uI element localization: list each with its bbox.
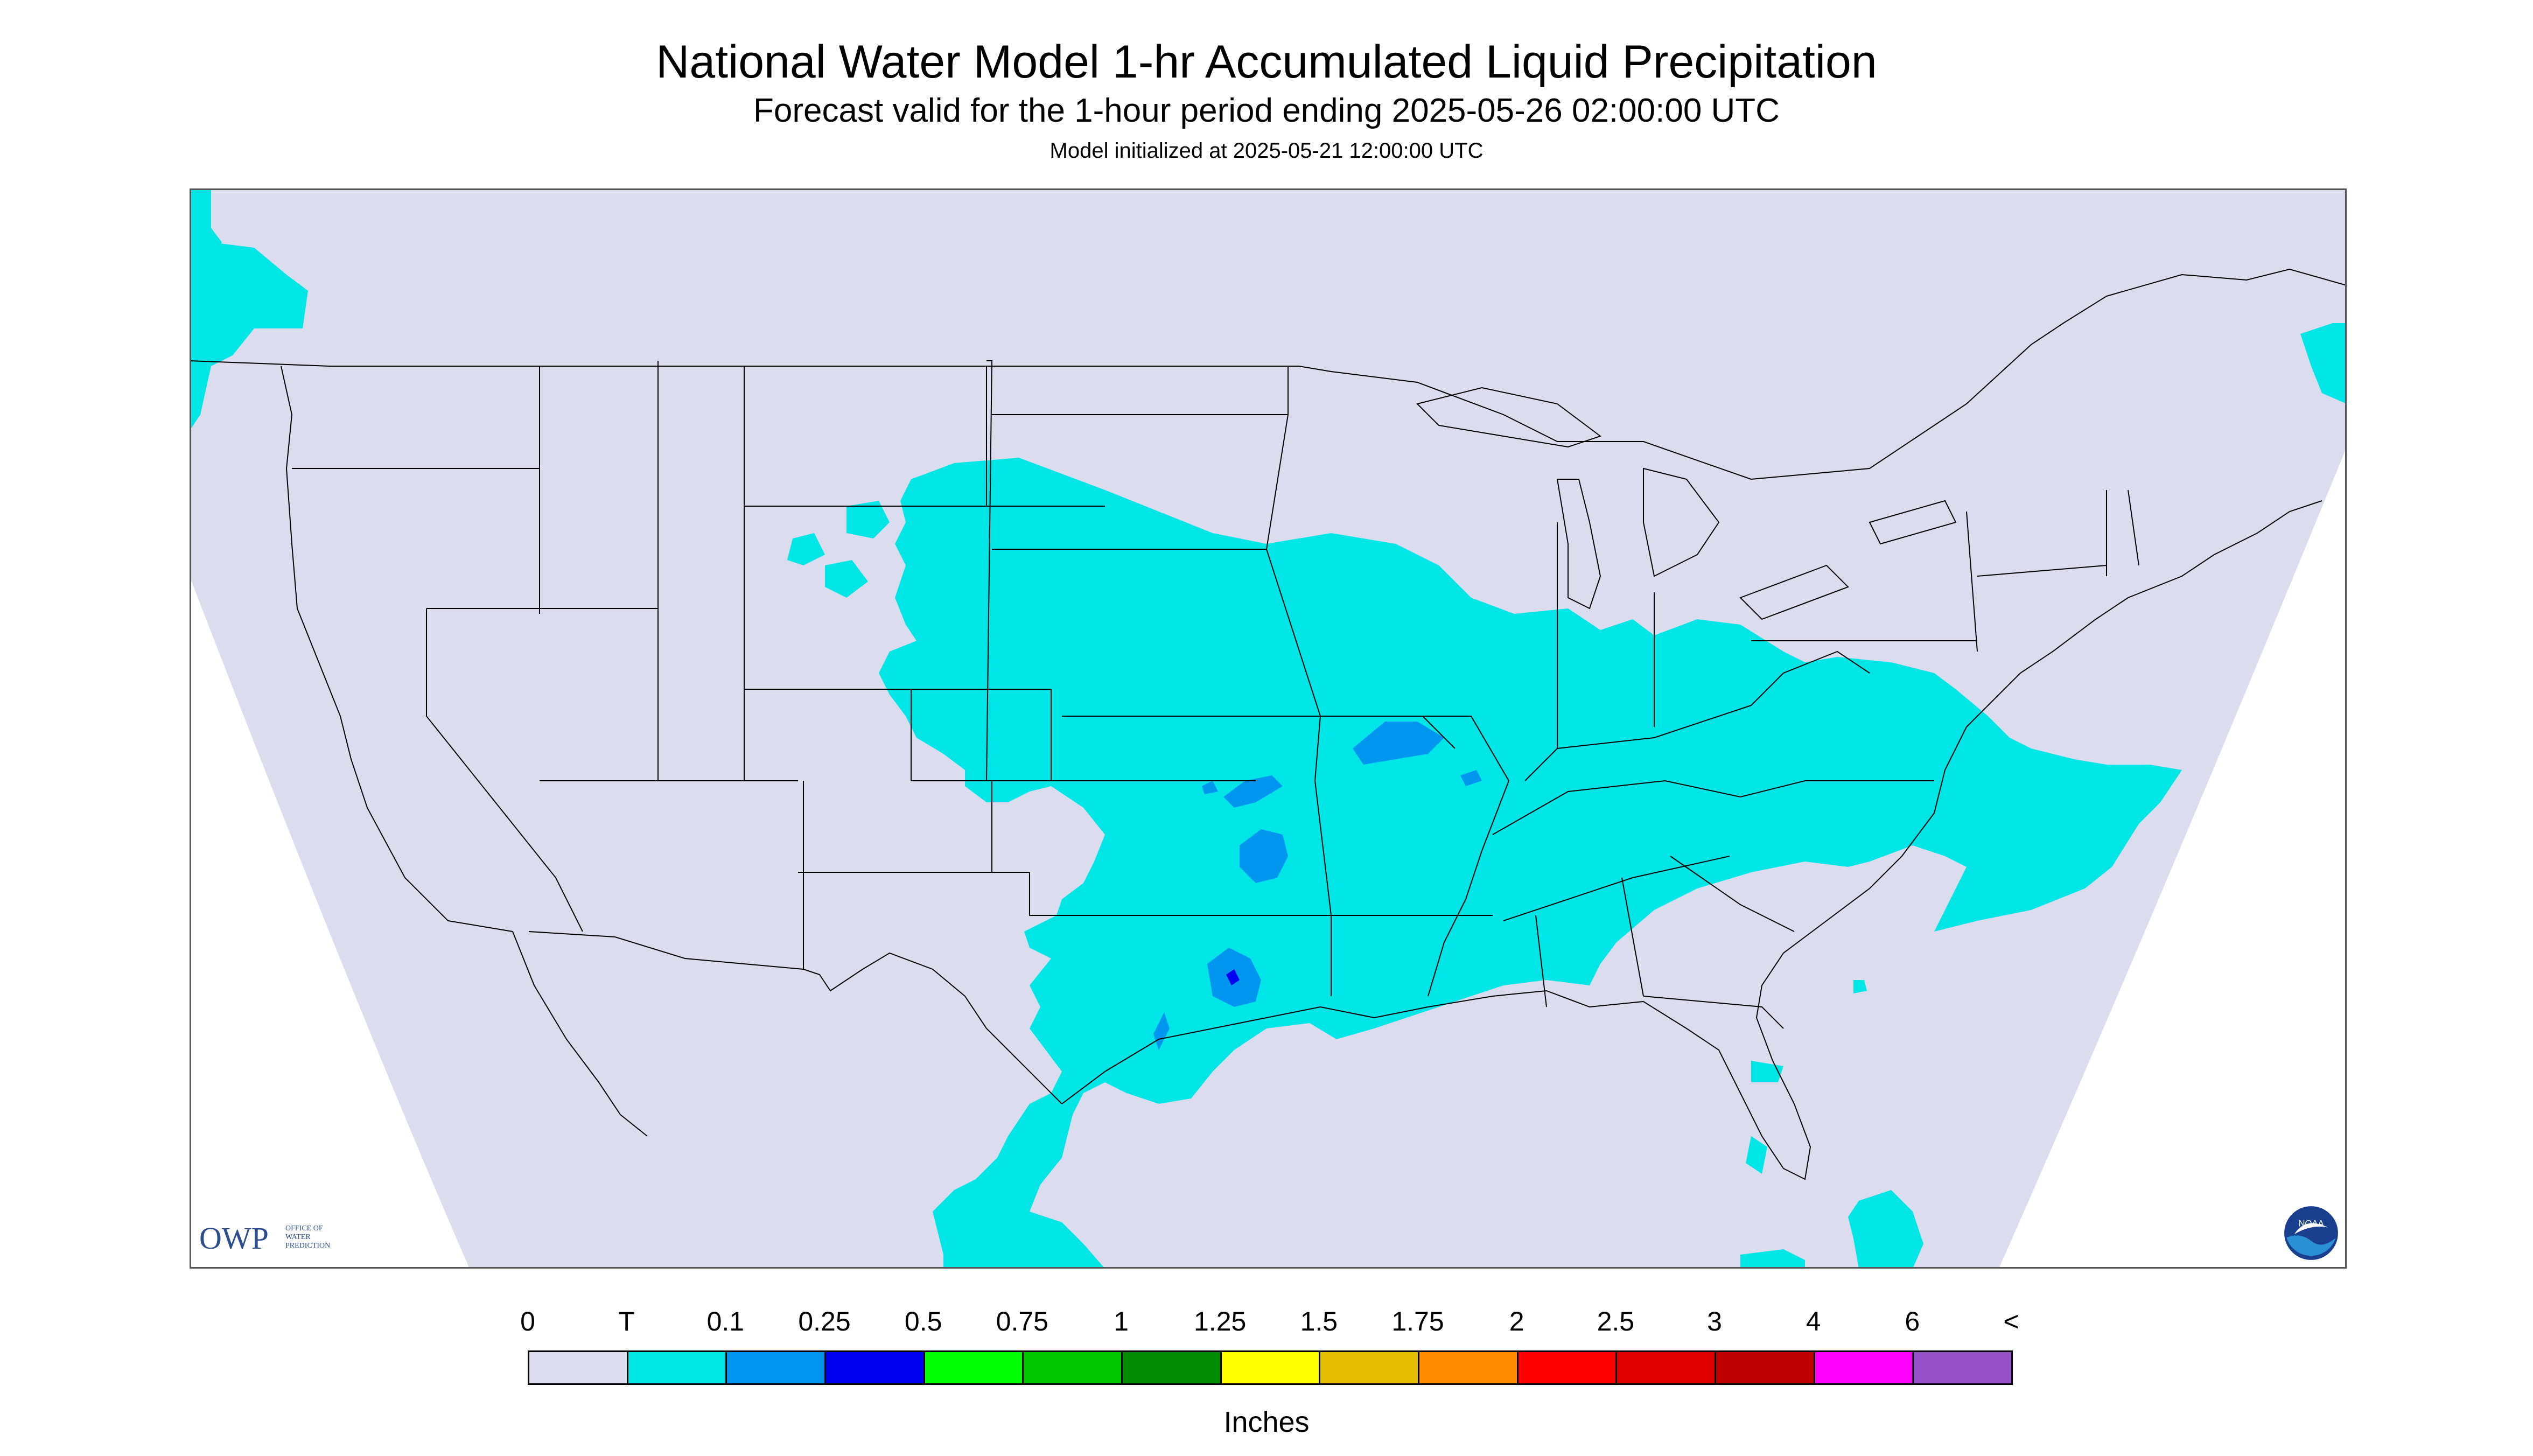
legend-swatch [626, 1350, 727, 1385]
precip-area-iowa [1353, 722, 1444, 765]
legend-swatch [1615, 1350, 1716, 1385]
legend-swatch [1121, 1350, 1222, 1385]
legend-tick-label: T [618, 1306, 635, 1336]
owp-logo: OWP OFFICE OF WATER PREDICTION [199, 1218, 372, 1261]
legend-tick-label: 2.5 [1597, 1306, 1635, 1336]
precip-area-bahamas [1848, 1190, 1923, 1269]
political-boundaries [190, 268, 2347, 1180]
legend-swatch [1715, 1350, 1815, 1385]
owp-logo-text: OWP [199, 1221, 269, 1256]
legend-swatch [923, 1350, 1024, 1385]
precip-area-co [825, 560, 868, 598]
map-border [190, 188, 2347, 1269]
precip-area-atlantic [1853, 980, 1867, 993]
noaa-logo-gull [2294, 1223, 2328, 1235]
legend-tick-label: 1.25 [1193, 1306, 1247, 1336]
us-west-coast [281, 366, 513, 932]
legend-swatch [1220, 1350, 1321, 1385]
legend-tick-label: 6 [1905, 1306, 1920, 1336]
legend-swatch [1319, 1350, 1419, 1385]
precip-0.25 [1226, 969, 1240, 985]
legend-tick-label: 2 [1509, 1306, 1524, 1336]
owp-logo-line: OFFICE OF [285, 1224, 323, 1233]
mexico-border [528, 931, 1062, 1104]
legend-tick-label: 0.1 [706, 1306, 745, 1336]
legend-swatch [1912, 1350, 2013, 1385]
legend-tick-label: 1 [1114, 1306, 1129, 1336]
owp-logo-line: PREDICTION [285, 1242, 331, 1250]
model-init-time: Model initialized at 2025-05-21 12:00:00… [1049, 139, 1484, 163]
precip-area-new-england [2300, 323, 2347, 404]
legend-swatch [725, 1350, 826, 1385]
legend-swatch [1418, 1350, 1519, 1385]
precip-area-central-east [879, 458, 2182, 1269]
legend-tick-label: < [2003, 1306, 2019, 1336]
legend-swatch [824, 1350, 925, 1385]
noaa-logo-wave [2286, 1235, 2336, 1256]
precip-area-tx-core [1226, 969, 1240, 985]
projection-mask-right [1999, 447, 2347, 1269]
owp-logo-subtitle: OFFICE OF WATER PREDICTION [285, 1224, 330, 1250]
legend-swatch [1022, 1350, 1123, 1385]
noaa-logo-text: NOAA [2298, 1219, 2324, 1229]
precipitation-map [190, 188, 2347, 1269]
precip-area-kansas [1223, 775, 1283, 808]
baja-california [512, 931, 648, 1137]
noaa-logo: NOAA [2284, 1206, 2338, 1260]
precip-area-wyoming-2 [787, 533, 825, 565]
map-title: National Water Model 1-hr Accumulated Li… [656, 36, 1877, 88]
projection-mask-left [190, 576, 470, 1269]
precip-area-ks-small [1202, 781, 1218, 794]
legend-tick-label: 0.25 [798, 1306, 851, 1336]
precip-area-missouri [1460, 770, 1482, 786]
precip-area-pacific-nw [190, 188, 308, 431]
gulf-coast [1061, 500, 2322, 1180]
canada-border [190, 268, 2347, 480]
legend-swatch [528, 1350, 628, 1385]
precip-area-florida-2 [1746, 1136, 1767, 1174]
legend-units: Inches [1223, 1406, 1310, 1438]
precip-area-seattle [190, 221, 222, 269]
great-lakes [1416, 387, 1957, 620]
legend-tick-label: 1.75 [1391, 1306, 1444, 1336]
map-subtitle: Forecast valid for the 1-hour period end… [753, 92, 1780, 129]
legend-swatch [1813, 1350, 1914, 1385]
legend-tick-label: 0.75 [996, 1306, 1048, 1336]
legend-tick-label: 0.5 [904, 1306, 942, 1336]
precip-area-gulf-small [1740, 1249, 1805, 1269]
precip-area-ok-1 [1240, 829, 1288, 883]
legend-tick-label: 1.5 [1300, 1306, 1338, 1336]
owp-logo-line: WATER [285, 1233, 311, 1241]
legend-swatch [1516, 1350, 1618, 1385]
precip-trace [190, 188, 2347, 1269]
state-line [292, 360, 2139, 1029]
legend-tick-label: 4 [1806, 1306, 1821, 1336]
legend-tick-label: 0 [520, 1306, 535, 1336]
precip-area-wyoming [846, 501, 890, 538]
legend-tick-label: 3 [1707, 1306, 1722, 1336]
